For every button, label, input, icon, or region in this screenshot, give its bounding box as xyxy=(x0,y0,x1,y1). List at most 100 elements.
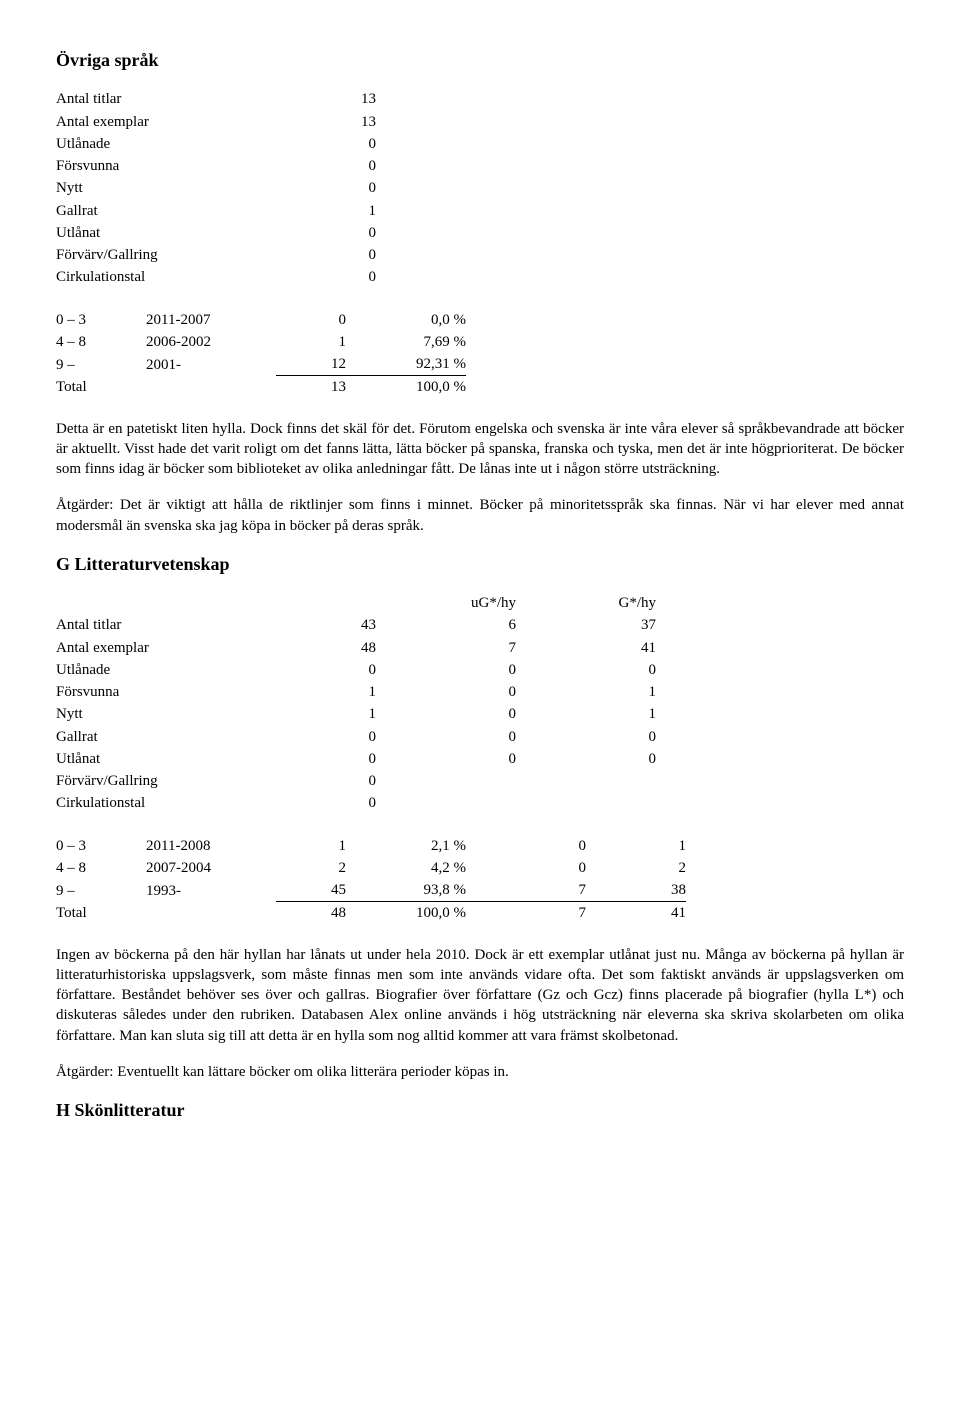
stat-v3: 1 xyxy=(516,703,656,725)
para-s2-2: Åtgärder: Eventuellt kan lättare böcker … xyxy=(56,1062,904,1082)
stat-value: 13 xyxy=(256,111,376,133)
stat-v3: 37 xyxy=(516,614,656,636)
stat-v1: 0 xyxy=(256,659,376,681)
stat-v3 xyxy=(516,770,656,792)
total-pct: 100,0 % xyxy=(346,902,466,925)
stat-value: 1 xyxy=(256,200,376,222)
stat-v3: 0 xyxy=(516,659,656,681)
col-header: uG*/hy xyxy=(376,592,516,614)
age-range: 4 – 8 xyxy=(56,331,146,353)
stat-v1: 1 xyxy=(256,703,376,725)
table-row: Utlånat0 xyxy=(56,222,376,244)
table-row: Utlånade0 xyxy=(56,133,376,155)
age-a: 0 xyxy=(466,835,586,857)
table-row: Nytt101 xyxy=(56,703,656,725)
table-row: Cirkulationstal0 xyxy=(56,266,376,288)
age-years: 2001- xyxy=(146,353,276,376)
table-row: Gallrat1 xyxy=(56,200,376,222)
age-count: 12 xyxy=(276,353,346,376)
total-label: Total xyxy=(56,902,146,925)
stat-label: Försvunna xyxy=(56,681,256,703)
table-row: Försvunna0 xyxy=(56,155,376,177)
col-header: G*/hy xyxy=(516,592,656,614)
table-row: Utlånade000 xyxy=(56,659,656,681)
stat-label: Antal titlar xyxy=(56,614,256,636)
age-years: 2007-2004 xyxy=(146,857,276,879)
total-a: 7 xyxy=(466,902,586,925)
stat-label: Försvunna xyxy=(56,155,256,177)
table-row: 9 –2001-1292,31 % xyxy=(56,353,466,376)
stat-label: Antal titlar xyxy=(56,88,256,110)
table-row: 9 –1993-4593,8 %738 xyxy=(56,879,686,902)
stat-label: Gallrat xyxy=(56,726,256,748)
stat-v3: 0 xyxy=(516,748,656,770)
age-pct: 7,69 % xyxy=(346,331,466,353)
table-row: 4 – 82006-200217,69 % xyxy=(56,331,466,353)
stat-v2: 6 xyxy=(376,614,516,636)
stat-v2: 0 xyxy=(376,659,516,681)
stat-label: Cirkulationstal xyxy=(56,266,256,288)
stat-value: 0 xyxy=(256,177,376,199)
stat-v1: 0 xyxy=(256,792,376,814)
heading-skonlitteratur: H Skönlitteratur xyxy=(56,1098,904,1122)
age-a: 0 xyxy=(466,857,586,879)
table-row: Cirkulationstal0 xyxy=(56,792,656,814)
table-header-row: uG*/hyG*/hy xyxy=(56,592,656,614)
table-row: Nytt0 xyxy=(56,177,376,199)
age-pct: 2,1 % xyxy=(346,835,466,857)
stat-v3: 41 xyxy=(516,637,656,659)
stats-table-1: Antal titlar13Antal exemplar13Utlånade0F… xyxy=(56,88,376,288)
stat-value: 0 xyxy=(256,155,376,177)
age-table-1: 0 – 32011-200700,0 %4 – 82006-200217,69 … xyxy=(56,309,466,399)
total-count: 48 xyxy=(276,902,346,925)
age-a: 7 xyxy=(466,879,586,902)
stat-v2 xyxy=(376,770,516,792)
table-row-total: Total48100,0 %741 xyxy=(56,902,686,925)
stat-label: Utlånat xyxy=(56,748,256,770)
stat-label: Nytt xyxy=(56,177,256,199)
age-years: 1993- xyxy=(146,879,276,902)
stat-value: 0 xyxy=(256,266,376,288)
age-pct: 0,0 % xyxy=(346,309,466,331)
age-count: 1 xyxy=(276,331,346,353)
age-years: 2011-2007 xyxy=(146,309,276,331)
stats-table-2: uG*/hyG*/hyAntal titlar43637Antal exempl… xyxy=(56,592,656,815)
age-table-2: 0 – 32011-200812,1 %014 – 82007-200424,2… xyxy=(56,835,686,925)
table-row: 4 – 82007-200424,2 %02 xyxy=(56,857,686,879)
stat-v3 xyxy=(516,792,656,814)
age-years: 2011-2008 xyxy=(146,835,276,857)
table-row: Antal titlar43637 xyxy=(56,614,656,636)
stat-value: 0 xyxy=(256,222,376,244)
stat-v2 xyxy=(376,792,516,814)
stat-label: Förvärv/Gallring xyxy=(56,770,256,792)
para-s1-2: Åtgärder: Det är viktigt att hålla de ri… xyxy=(56,495,904,536)
stat-v1: 43 xyxy=(256,614,376,636)
total-label: Total xyxy=(56,376,146,399)
heading-ovriga-sprak: Övriga språk xyxy=(56,48,904,72)
age-range: 0 – 3 xyxy=(56,835,146,857)
stat-label: Utlånat xyxy=(56,222,256,244)
table-row: Förvärv/Gallring0 xyxy=(56,244,376,266)
age-pct: 93,8 % xyxy=(346,879,466,902)
table-row: Antal exemplar13 xyxy=(56,111,376,133)
table-row: Förvärv/Gallring0 xyxy=(56,770,656,792)
stat-label: Nytt xyxy=(56,703,256,725)
stat-value: 0 xyxy=(256,133,376,155)
table-row: Utlånat000 xyxy=(56,748,656,770)
age-range: 0 – 3 xyxy=(56,309,146,331)
table-row: 0 – 32011-200700,0 % xyxy=(56,309,466,331)
para-s1-1: Detta är en patetiskt liten hylla. Dock … xyxy=(56,419,904,480)
age-count: 2 xyxy=(276,857,346,879)
para-s2-1: Ingen av böckerna på den här hyllan har … xyxy=(56,945,904,1046)
table-row-total: Total13100,0 % xyxy=(56,376,466,399)
stat-v1: 1 xyxy=(256,681,376,703)
stat-v1: 0 xyxy=(256,748,376,770)
stat-value: 0 xyxy=(256,244,376,266)
age-count: 45 xyxy=(276,879,346,902)
age-pct: 4,2 % xyxy=(346,857,466,879)
age-count: 1 xyxy=(276,835,346,857)
stat-v2: 0 xyxy=(376,748,516,770)
stat-v2: 0 xyxy=(376,726,516,748)
age-range: 4 – 8 xyxy=(56,857,146,879)
age-b: 38 xyxy=(586,879,686,902)
